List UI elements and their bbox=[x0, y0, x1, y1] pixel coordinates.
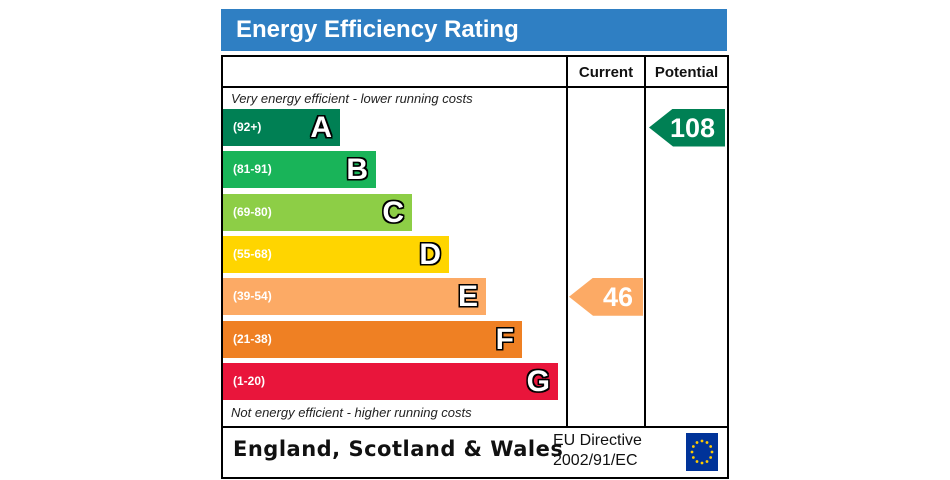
band-letter-label: C bbox=[382, 195, 404, 229]
band-d: (55-68) D bbox=[223, 235, 449, 273]
band-a: (92+) A bbox=[223, 109, 340, 146]
current-rating-arrow: 46 bbox=[569, 277, 643, 316]
band-letter-label: D bbox=[419, 237, 441, 271]
band-range-label: (69-80) bbox=[233, 204, 272, 219]
potential-rating-arrow: 108 bbox=[649, 108, 725, 147]
eu-star bbox=[690, 450, 694, 454]
band-range-label: (1-20) bbox=[233, 373, 266, 388]
band-letter-label: A bbox=[310, 111, 332, 144]
eu-star bbox=[705, 460, 709, 463]
eu-star bbox=[691, 456, 695, 459]
eu-star bbox=[700, 439, 704, 443]
band-letter-label: E bbox=[457, 280, 478, 314]
potential-rating-value: 108 bbox=[669, 112, 715, 143]
current-rating-value: 46 bbox=[602, 281, 633, 312]
potential-column-divider bbox=[644, 57, 646, 428]
band-range-label: (21-38) bbox=[233, 331, 272, 346]
potential-column-header: Potential bbox=[654, 64, 719, 81]
band-range-label: (92+) bbox=[233, 120, 262, 134]
region-label: England, Scotland & Wales bbox=[233, 437, 564, 461]
chart-title: Energy Efficiency Rating bbox=[236, 16, 519, 43]
band-c: (69-80) C bbox=[223, 193, 412, 231]
top-note: Very energy efficient - lower running co… bbox=[231, 91, 473, 106]
rating-table: Current Potential Very energy efficient … bbox=[221, 55, 729, 479]
eu-directive: EU Directive 2002/91/EC bbox=[553, 431, 642, 471]
eu-star bbox=[695, 441, 699, 444]
eu-star bbox=[695, 460, 699, 463]
chart-header: Energy Efficiency Rating bbox=[221, 9, 727, 51]
band-range-label: (55-68) bbox=[233, 246, 272, 261]
eu-directive-line2: 2002/91/EC bbox=[553, 452, 638, 469]
band-range-label: (39-54) bbox=[233, 289, 272, 304]
band-b: (81-91) B bbox=[223, 151, 376, 189]
band-e: (39-54) E bbox=[223, 278, 486, 316]
eu-star bbox=[709, 456, 713, 459]
band-range-label: (81-91) bbox=[233, 162, 272, 177]
eu-star bbox=[691, 445, 695, 448]
eu-star bbox=[710, 450, 714, 454]
band-letter-label: F bbox=[495, 322, 514, 356]
eu-star bbox=[705, 441, 709, 444]
eu-star bbox=[709, 445, 713, 448]
header-row-divider bbox=[223, 86, 727, 88]
eu-star bbox=[700, 461, 704, 465]
eu-directive-line1: EU Directive bbox=[553, 432, 642, 449]
band-letter-label: B bbox=[346, 153, 368, 187]
eu-flag-icon bbox=[686, 433, 718, 471]
band-f: (21-38) F bbox=[223, 320, 522, 358]
footer-divider bbox=[223, 426, 727, 428]
band-g: (1-20) G bbox=[223, 362, 558, 400]
current-column-header: Current bbox=[578, 64, 634, 81]
current-column-divider bbox=[566, 57, 568, 428]
band-letter-label: G bbox=[526, 364, 550, 398]
bottom-note: Not energy efficient - higher running co… bbox=[231, 405, 472, 420]
